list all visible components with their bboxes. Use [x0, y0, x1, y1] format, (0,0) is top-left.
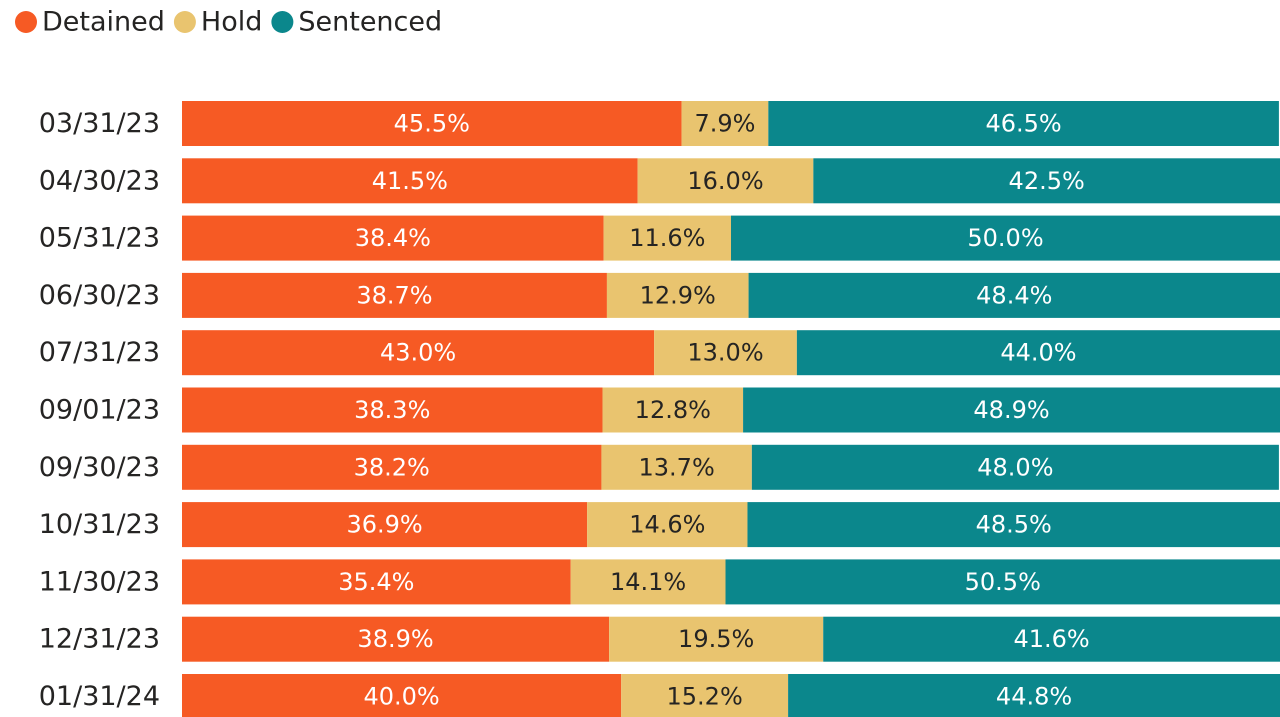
bar-segment: [182, 616, 610, 662]
bar-segment: [681, 101, 769, 146]
bar-segment: [570, 559, 726, 605]
data-label: 14.6%: [629, 511, 705, 539]
data-label: 41.5%: [372, 167, 448, 195]
bar-segment: [606, 272, 749, 318]
data-label: 14.1%: [610, 568, 686, 596]
bar-segment: [182, 387, 603, 433]
data-label: 11.6%: [629, 224, 705, 252]
bar-segment: [823, 616, 1280, 662]
y-tick-label: 05/31/23: [39, 223, 160, 254]
bar-segment: [654, 330, 797, 376]
bar-segment: [182, 101, 682, 146]
bar-segment: [182, 272, 607, 318]
data-label: 7.9%: [694, 110, 755, 138]
data-label: 38.4%: [355, 224, 431, 252]
bar-segment: [182, 330, 655, 376]
bar-segment: [751, 444, 1279, 490]
data-label: 13.7%: [639, 453, 715, 481]
y-tick-label: 04/30/23: [39, 165, 160, 196]
bar-segment: [182, 502, 588, 548]
bar-segment: [768, 101, 1279, 146]
legend-swatch: [15, 11, 37, 33]
y-tick-label: 01/31/24: [39, 681, 160, 712]
data-label: 48.0%: [977, 453, 1053, 481]
data-label: 48.5%: [976, 511, 1052, 539]
bar-segment: [587, 502, 748, 548]
data-label: 13.0%: [687, 339, 763, 367]
data-label: 35.4%: [338, 568, 414, 596]
y-tick-label: 10/31/23: [39, 509, 160, 540]
legend-swatch: [271, 11, 294, 33]
bar-segment: [182, 559, 571, 605]
bar-segment: [725, 559, 1280, 605]
data-label: 19.5%: [678, 625, 754, 653]
bar-segment: [601, 444, 752, 490]
bar-segment: [609, 616, 824, 662]
data-label: 38.2%: [354, 453, 430, 481]
y-tick-label: 11/30/23: [39, 566, 160, 597]
data-label: 48.4%: [976, 281, 1052, 309]
bar-segment: [603, 215, 731, 261]
bar-segment: [182, 158, 638, 204]
bar-segment: [602, 387, 744, 433]
legend-label: Hold: [201, 7, 262, 38]
y-tick-label: 07/31/23: [39, 337, 160, 368]
data-label: 38.7%: [356, 281, 432, 309]
data-label: 43.0%: [380, 339, 456, 367]
y-tick-label: 09/01/23: [39, 395, 160, 426]
bar-segment: [743, 387, 1280, 433]
bar-segment: [731, 215, 1280, 261]
bar-segment: [748, 272, 1280, 318]
y-tick-label: 09/30/23: [39, 452, 160, 483]
y-tick-label: 03/31/23: [39, 108, 160, 139]
bar-segment: [813, 158, 1280, 204]
legend-swatch: [173, 11, 196, 33]
legend-label: Sentenced: [298, 7, 442, 38]
bar-segment: [747, 502, 1280, 548]
bar-segment: [637, 158, 814, 204]
data-label: 15.2%: [667, 683, 743, 711]
bar-segment: [621, 674, 789, 717]
data-label: 50.5%: [965, 568, 1041, 596]
data-label: 41.6%: [1013, 625, 1089, 653]
data-label: 50.0%: [967, 224, 1043, 252]
data-label: 40.0%: [363, 683, 439, 711]
data-label: 36.9%: [346, 511, 422, 539]
data-label: 48.9%: [973, 396, 1049, 424]
data-label: 44.8%: [996, 683, 1072, 711]
bar-segment: [796, 330, 1280, 376]
legend-label: Detained: [42, 7, 165, 38]
y-tick-label: 06/30/23: [39, 280, 160, 311]
data-label: 42.5%: [1009, 167, 1085, 195]
y-tick-label: 12/31/23: [39, 624, 160, 655]
bar-segment: [788, 674, 1280, 717]
bar-segment: [182, 444, 602, 490]
bar-segment: [182, 215, 604, 261]
bar-segment: [182, 674, 622, 717]
data-label: 45.5%: [394, 110, 470, 138]
data-label: 38.9%: [357, 625, 433, 653]
data-label: 12.9%: [640, 281, 716, 309]
data-label: 12.8%: [635, 396, 711, 424]
data-label: 38.3%: [354, 396, 430, 424]
data-label: 44.0%: [1000, 339, 1076, 367]
data-label: 46.5%: [985, 110, 1061, 138]
data-label: 16.0%: [687, 167, 763, 195]
